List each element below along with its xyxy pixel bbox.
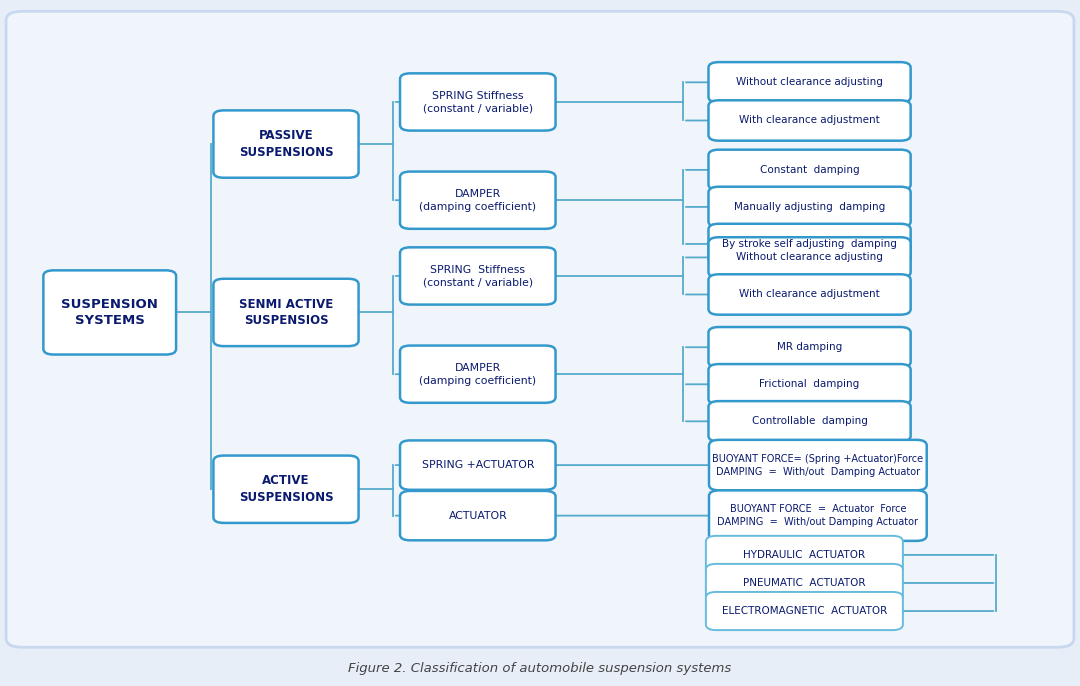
Text: ELECTROMAGNETIC  ACTUATOR: ELECTROMAGNETIC ACTUATOR [721,606,887,616]
Text: With clearance adjustment: With clearance adjustment [739,289,880,300]
FancyBboxPatch shape [6,11,1074,648]
FancyBboxPatch shape [706,536,903,574]
FancyBboxPatch shape [708,237,910,278]
Text: DAMPER
(damping coefficient): DAMPER (damping coefficient) [419,363,537,386]
Text: BUOYANT FORCE= (Spring +Actuator)Force
DAMPING  =  With/out  Damping Actuator: BUOYANT FORCE= (Spring +Actuator)Force D… [713,453,923,477]
FancyBboxPatch shape [706,564,903,602]
Text: Without clearance adjusting: Without clearance adjusting [737,252,883,263]
FancyBboxPatch shape [400,491,555,541]
FancyBboxPatch shape [708,364,910,405]
Text: Controllable  damping: Controllable damping [752,416,867,426]
FancyBboxPatch shape [708,150,910,190]
FancyBboxPatch shape [400,73,555,130]
Text: PASSIVE
SUSPENSIONS: PASSIVE SUSPENSIONS [239,129,334,159]
Text: ACTUATOR: ACTUATOR [448,510,508,521]
FancyBboxPatch shape [214,110,359,178]
Text: With clearance adjustment: With clearance adjustment [739,115,880,126]
FancyBboxPatch shape [708,490,927,541]
Text: SUSPENSION
SYSTEMS: SUSPENSION SYSTEMS [62,298,158,327]
FancyBboxPatch shape [708,224,910,264]
Text: ACTIVE
SUSPENSIONS: ACTIVE SUSPENSIONS [239,475,334,504]
Text: By stroke self adjusting  damping: By stroke self adjusting damping [723,239,897,249]
Text: HYDRAULIC  ACTUATOR: HYDRAULIC ACTUATOR [743,550,865,560]
Text: Without clearance adjusting: Without clearance adjusting [737,78,883,87]
Text: SENMI ACTIVE
SUSPENSIOS: SENMI ACTIVE SUSPENSIOS [239,298,333,327]
FancyBboxPatch shape [708,274,910,315]
FancyBboxPatch shape [214,456,359,523]
Text: Manually adjusting  damping: Manually adjusting damping [734,202,886,212]
Text: SPRING +ACTUATOR: SPRING +ACTUATOR [421,460,534,470]
Text: DAMPER
(damping coefficient): DAMPER (damping coefficient) [419,189,537,211]
FancyBboxPatch shape [400,346,555,403]
FancyBboxPatch shape [708,100,910,141]
FancyBboxPatch shape [708,440,927,490]
Text: SPRING Stiffness
(constant / variable): SPRING Stiffness (constant / variable) [422,91,532,113]
FancyBboxPatch shape [400,248,555,305]
FancyBboxPatch shape [214,279,359,346]
FancyBboxPatch shape [400,440,555,490]
Text: BUOYANT FORCE  =  Actuator  Force
DAMPING  =  With/out Damping Actuator: BUOYANT FORCE = Actuator Force DAMPING =… [717,504,918,527]
FancyBboxPatch shape [400,172,555,229]
FancyBboxPatch shape [708,401,910,442]
Text: Constant  damping: Constant damping [759,165,860,175]
FancyBboxPatch shape [708,327,910,368]
Text: SPRING  Stiffness
(constant / variable): SPRING Stiffness (constant / variable) [422,265,532,287]
FancyBboxPatch shape [43,270,176,355]
FancyBboxPatch shape [708,187,910,227]
Text: MR damping: MR damping [777,342,842,352]
Text: PNEUMATIC  ACTUATOR: PNEUMATIC ACTUATOR [743,578,866,588]
FancyBboxPatch shape [708,62,910,102]
Text: Figure 2. Classification of automobile suspension systems: Figure 2. Classification of automobile s… [349,663,731,675]
FancyBboxPatch shape [706,592,903,630]
Text: Frictional  damping: Frictional damping [759,379,860,389]
